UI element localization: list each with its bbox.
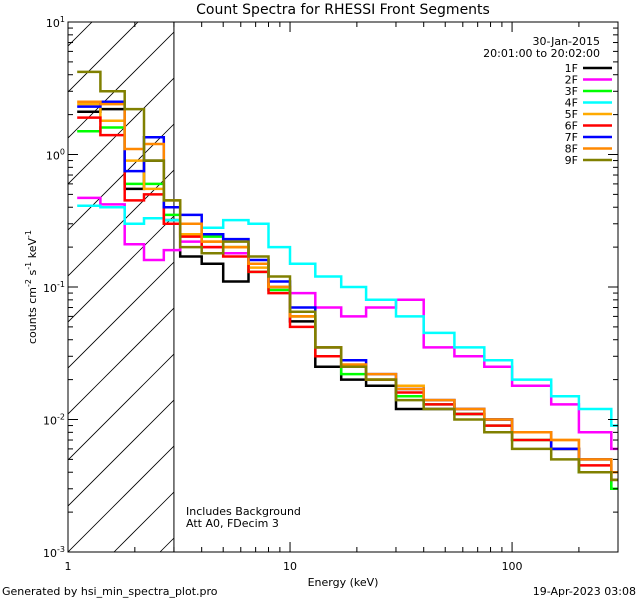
legend-label: 9F [565, 154, 578, 167]
y-tick-label: 10-1 [43, 280, 65, 295]
x-tick-label: 10 [283, 560, 297, 573]
chart-time-range: 20:01:00 to 20:02:00 [483, 47, 600, 60]
hatch-line [68, 22, 185, 139]
svg-text:100: 100 [46, 148, 65, 163]
y-axis-label: counts cm-2 s-1 keV-1 [24, 230, 39, 344]
hatch-line [68, 22, 139, 93]
y-tick-label: 100 [46, 148, 65, 163]
y-tick-label: 10-3 [43, 545, 65, 560]
plot-background [173, 22, 618, 552]
svg-text:10-1: 10-1 [43, 280, 65, 295]
legend-label: 1F [565, 62, 578, 75]
series-layer [77, 70, 618, 491]
legend-label: 3F [565, 85, 578, 98]
hatch-line [620, 0, 640, 552]
y-tick-label: 101 [46, 15, 65, 30]
chart-date: 30-Jan-2015 [533, 35, 601, 48]
svg-text:10-2: 10-2 [43, 413, 65, 428]
legend-label: 7F [565, 131, 578, 144]
footer-date: 19-Apr-2023 03:08 [533, 585, 636, 598]
legend-label: 8F [565, 143, 578, 156]
annotation-background: Includes Background [186, 505, 301, 518]
series-2f-line [77, 196, 618, 451]
annotation-attenuator: Att A0, FDecim 3 [186, 517, 279, 530]
x-axis-label: Energy (keV) [308, 576, 379, 589]
footer-generated-by: Generated by hsi_min_spectra_plot.pro [2, 585, 218, 598]
svg-text:10-3: 10-3 [43, 545, 65, 560]
hatch-line [68, 22, 93, 47]
x-tick-label: 100 [502, 560, 523, 573]
axis-ticks [67, 22, 619, 553]
y-tick-label: 10-2 [43, 413, 65, 428]
legend-label: 2F [565, 74, 578, 87]
excluded-region-hatch [68, 0, 640, 552]
svg-text:101: 101 [46, 15, 65, 30]
hatch-line [68, 22, 231, 185]
legend-label: 4F [565, 97, 578, 110]
chart-title: Count Spectra for RHESSI Front Segments [196, 2, 490, 18]
legend-label: 6F [565, 120, 578, 133]
legend-label: 5F [565, 108, 578, 121]
series-9f-line [77, 70, 618, 482]
x-tick-label: 1 [65, 560, 72, 573]
